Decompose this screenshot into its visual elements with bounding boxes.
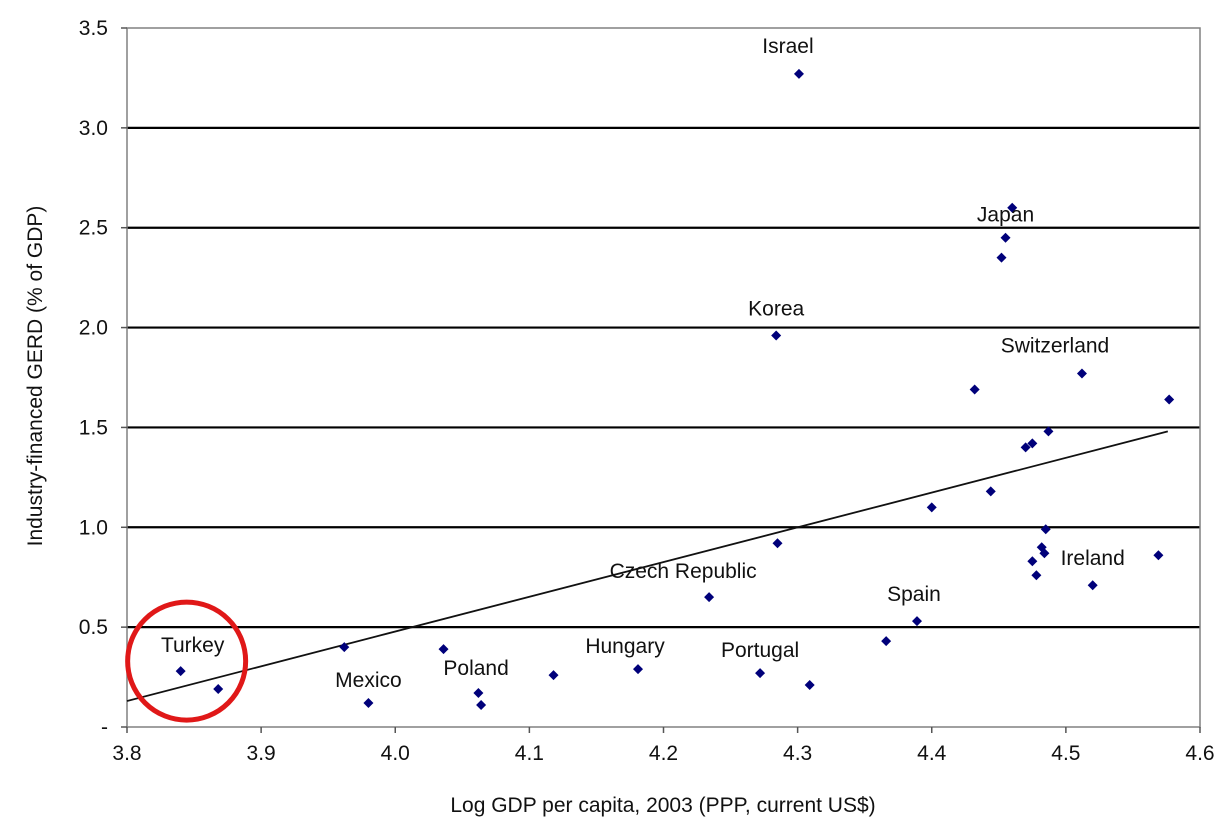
data-point bbox=[996, 252, 1007, 263]
data-point bbox=[339, 642, 350, 653]
label-spain: Spain bbox=[887, 583, 941, 606]
x-axis-ticks: 3.8 3.9 4.0 4.1 4.2 4.3 4.4 4.5 4.6 bbox=[112, 727, 1215, 765]
x-tick-label: 4.3 bbox=[783, 742, 812, 765]
point-turkey bbox=[175, 666, 186, 677]
point-mexico bbox=[363, 698, 374, 709]
data-point bbox=[881, 636, 892, 647]
x-tick-label: 3.9 bbox=[247, 742, 276, 765]
x-tick-label: 4.1 bbox=[515, 742, 544, 765]
y-tick-label: 3.0 bbox=[79, 117, 108, 140]
data-point bbox=[926, 502, 937, 513]
point-korea bbox=[771, 330, 782, 341]
data-points bbox=[175, 68, 1175, 711]
gridlines bbox=[127, 126, 1200, 629]
point-spain bbox=[911, 616, 922, 627]
label-mexico: Mexico bbox=[335, 669, 402, 692]
data-point bbox=[772, 538, 783, 549]
label-ireland: Ireland bbox=[1061, 547, 1125, 570]
x-tick-label: 4.0 bbox=[381, 742, 410, 765]
data-point bbox=[1031, 570, 1042, 581]
label-turkey: Turkey bbox=[161, 634, 225, 657]
data-point bbox=[985, 486, 996, 497]
data-point bbox=[1164, 394, 1175, 405]
data-point bbox=[548, 670, 559, 681]
point-hungary bbox=[633, 664, 644, 675]
y-axis-ticks: - 0.5 1.0 1.5 2.0 2.5 3.0 3.5 bbox=[79, 17, 127, 739]
x-axis-title: Log GDP per capita, 2003 (PPP, current U… bbox=[450, 794, 875, 817]
data-point bbox=[1020, 442, 1031, 453]
label-poland: Poland bbox=[443, 657, 508, 680]
label-korea: Korea bbox=[748, 298, 804, 321]
point-poland bbox=[476, 700, 487, 711]
data-point bbox=[1039, 548, 1050, 559]
trendline bbox=[126, 430, 1169, 702]
point-czech-republic bbox=[704, 592, 715, 603]
y-tick-label: 1.0 bbox=[79, 516, 108, 539]
label-switzerland: Switzerland bbox=[1001, 335, 1110, 358]
data-point bbox=[1153, 550, 1164, 561]
data-point bbox=[969, 384, 980, 395]
point-labels: Turkey Mexico Poland Hungary Czech Republic P… bbox=[161, 35, 1125, 692]
annotation-layer bbox=[125, 599, 249, 723]
x-tick-label: 4.5 bbox=[1051, 742, 1080, 765]
point-israel bbox=[793, 68, 804, 79]
data-point bbox=[1043, 426, 1054, 437]
x-tick-label: 4.6 bbox=[1185, 742, 1214, 765]
label-japan: Japan bbox=[977, 204, 1034, 227]
data-point bbox=[804, 680, 815, 691]
data-point bbox=[1027, 556, 1038, 567]
data-point bbox=[1007, 202, 1018, 213]
point-japan bbox=[1000, 232, 1011, 243]
label-czech-republic: Czech Republic bbox=[610, 560, 757, 583]
y-tick-label: 3.5 bbox=[79, 17, 108, 40]
point-switzerland bbox=[1076, 368, 1087, 379]
label-israel: Israel bbox=[762, 35, 813, 58]
data-point bbox=[213, 684, 224, 695]
y-axis-title: Industry-financed GERD (% of GDP) bbox=[24, 206, 47, 547]
x-tick-label: 4.2 bbox=[649, 742, 678, 765]
x-tick-label: 4.4 bbox=[917, 742, 947, 765]
label-portugal: Portugal bbox=[721, 639, 799, 662]
x-tick-label: 3.8 bbox=[112, 742, 141, 765]
y-tick-label: 2.0 bbox=[79, 317, 108, 340]
label-hungary: Hungary bbox=[585, 635, 665, 658]
plot-area-border bbox=[126, 27, 1201, 728]
data-point bbox=[1040, 524, 1051, 535]
point-portugal bbox=[755, 668, 766, 679]
highlight-circle bbox=[125, 599, 249, 723]
data-point bbox=[438, 644, 449, 655]
y-tick-label: - bbox=[101, 716, 108, 739]
trendline-layer bbox=[126, 430, 1169, 702]
y-tick-label: 0.5 bbox=[79, 616, 108, 639]
y-tick-label: 1.5 bbox=[79, 416, 108, 439]
data-point bbox=[473, 688, 484, 699]
data-point bbox=[1027, 438, 1038, 449]
point-ireland bbox=[1087, 580, 1098, 591]
y-tick-label: 2.5 bbox=[79, 217, 108, 240]
